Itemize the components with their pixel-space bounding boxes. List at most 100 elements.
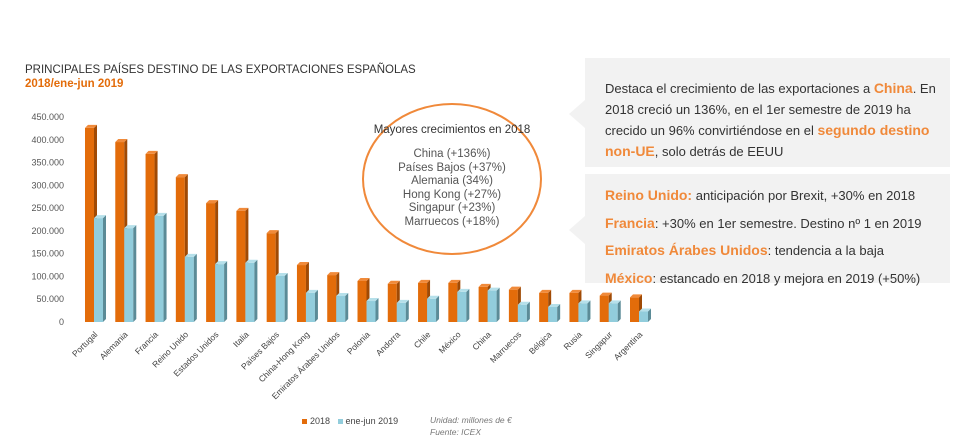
bar-2019 — [396, 302, 406, 322]
note-line: Francia: +30% en 1er semestre. Destino n… — [605, 210, 944, 238]
highlight: China — [873, 80, 913, 96]
y-tick-label: 400.000 — [31, 135, 64, 145]
unit-note: Unidad: millones de € — [430, 415, 512, 425]
bar-2018 — [569, 292, 579, 322]
callout-item: Marruecos (+18%) — [404, 215, 500, 228]
y-tick-label: 350.000 — [31, 158, 64, 168]
bar-2018 — [236, 210, 246, 322]
x-tick-label: Italia — [231, 329, 251, 349]
y-tick-label: 50.000 — [36, 294, 64, 304]
bar-side — [648, 308, 651, 322]
bar-top — [245, 259, 258, 263]
callout-item: Singapur (+23%) — [408, 202, 496, 214]
note-line: México: estancado en 2018 y mejora en 20… — [605, 265, 944, 293]
bar-top — [548, 303, 561, 307]
y-tick-label: 100.000 — [31, 271, 64, 281]
note-line: Reino Unido: anticipación por Brexit, +3… — [605, 182, 944, 210]
bar-2018 — [327, 275, 337, 322]
bar-top — [578, 300, 591, 304]
country-notes-box: Reino Unido: anticipación por Brexit, +3… — [569, 174, 950, 286]
bar-side — [133, 225, 137, 322]
bar-2019 — [305, 292, 315, 322]
callout-item: China (+136%) — [413, 148, 491, 160]
x-tick-label: Rusia — [561, 329, 584, 352]
bar-top — [630, 294, 642, 298]
bar-2019 — [245, 262, 255, 322]
x-tick-label: México — [437, 329, 463, 355]
bar-top — [206, 200, 219, 204]
x-tick-label: Bélgica — [527, 329, 554, 356]
bar-top — [215, 261, 228, 265]
bar-2018 — [175, 177, 185, 322]
callout-item: Hong Kong (+27%) — [402, 188, 502, 201]
bar-top — [569, 289, 582, 293]
bar-2019 — [275, 275, 285, 322]
bar-side — [617, 300, 621, 322]
x-tick-label: Singapur — [583, 329, 614, 360]
callout-heading: Mayores crecimientos en 2018 — [373, 124, 531, 136]
y-tick-label: 450.000 — [31, 112, 64, 122]
bar-top — [184, 253, 197, 257]
bar-top — [427, 295, 440, 299]
bar-2018 — [296, 265, 306, 322]
bar-top — [457, 288, 470, 292]
text: : estancado en 2018 y mejora en 2019 (+5… — [652, 270, 921, 286]
bar-2019 — [608, 303, 618, 322]
bar-side — [193, 253, 197, 322]
x-tick-label: Marruecos — [488, 329, 523, 364]
bar-2018 — [418, 282, 428, 322]
bar-top — [478, 283, 491, 287]
bar-top — [357, 278, 370, 281]
bar-top — [275, 272, 288, 276]
bar-top — [599, 292, 612, 296]
text: : tendencia a la baja — [767, 243, 884, 258]
callout-item: Países Bajos (+37%) — [398, 161, 506, 174]
bar-side — [103, 215, 106, 322]
bar-side — [436, 295, 440, 322]
y-tick-label: 200.000 — [31, 226, 64, 236]
x-tick-label: Andorra — [374, 329, 403, 358]
bar-2019 — [366, 301, 376, 322]
bar-2018 — [85, 127, 94, 322]
bar-side — [163, 212, 167, 322]
bar-side — [224, 261, 228, 322]
bar-2019 — [517, 304, 527, 322]
bar-2018 — [539, 292, 549, 322]
text: : +30% en 1er semestre. Destino nº 1 en … — [654, 215, 922, 231]
bar-top — [387, 280, 400, 284]
bar-side — [284, 272, 288, 322]
bar-2019 — [427, 298, 437, 322]
highlight: Emiratos Árabes Unidos — [605, 242, 768, 258]
bar-top — [396, 299, 409, 303]
bar-top — [418, 279, 431, 283]
bar-top — [517, 301, 530, 305]
bar-2019 — [154, 215, 164, 322]
callout-item: Alemania (34%) — [411, 175, 493, 187]
bar-top — [236, 207, 249, 211]
bar-top — [327, 272, 340, 276]
bar-2018 — [115, 142, 125, 322]
bar-2018 — [630, 297, 639, 322]
text: , solo detrás de EEUU — [654, 144, 784, 159]
bar-side — [587, 300, 591, 322]
bar-2019 — [487, 290, 497, 322]
bar-2019 — [215, 264, 225, 322]
chart-title: PRINCIPALES PAÍSES DESTINO DE LAS EXPORT… — [25, 64, 416, 76]
y-tick-label: 300.000 — [31, 180, 64, 190]
bar-top — [508, 286, 521, 290]
legend-swatch-2019 — [337, 419, 343, 424]
x-tick-label: China — [470, 329, 493, 352]
bar-top — [124, 225, 137, 229]
bar-2018 — [357, 281, 367, 322]
bar-top — [145, 150, 158, 154]
source: Fuente: ICEX — [430, 427, 482, 437]
bar-2018 — [206, 203, 216, 322]
text: anticipación por Brexit, +30% en 2018 — [692, 188, 916, 203]
bar-2019 — [639, 311, 648, 322]
x-tick-label: Alemania — [98, 329, 130, 361]
bar-2018 — [599, 295, 609, 322]
china-highlight-box: Destaca el crecimiento de las exportacio… — [569, 58, 950, 167]
y-tick-label: 150.000 — [31, 249, 64, 259]
